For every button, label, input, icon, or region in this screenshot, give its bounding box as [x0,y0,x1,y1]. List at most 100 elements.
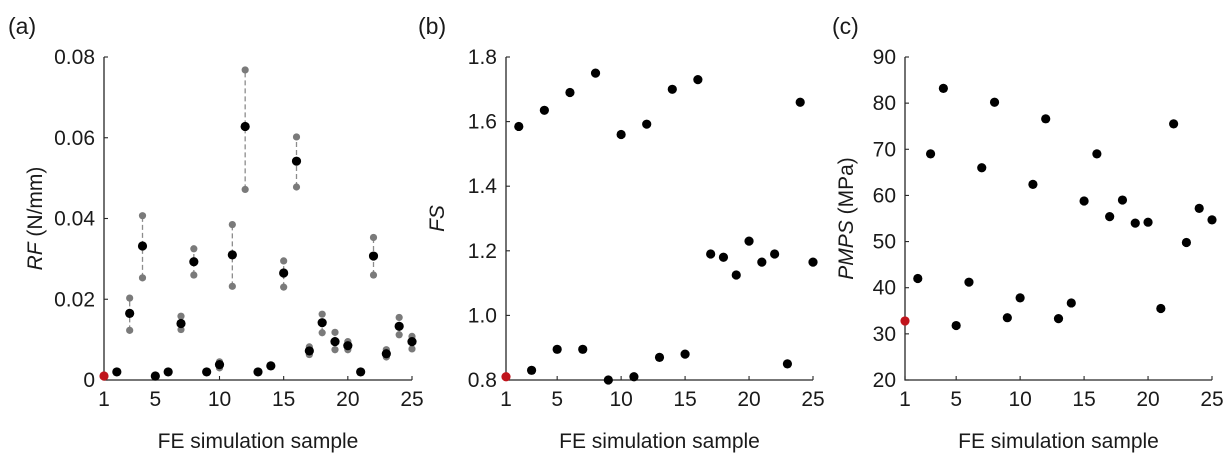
x-tick-label: 15 [272,388,295,411]
data-point [1002,313,1012,323]
y-tick-label: 80 [873,92,896,115]
y-axis-label-units: (N/mm) [24,167,47,243]
data-point [1169,119,1179,129]
x-axis-label: FE simulation sample [559,430,760,453]
lower-bound-point [292,183,301,191]
data-point [590,68,601,78]
x-tick-label: 25 [400,388,423,411]
axis-lines [103,57,412,381]
data-point [795,97,805,107]
lower-bound-point [408,345,416,353]
data-point [964,277,974,287]
data-point [176,318,186,329]
data-point [706,249,716,259]
data-point [654,352,665,362]
data-point [514,121,524,132]
data-point [1105,212,1115,222]
x-tick-label: 1 [98,388,110,411]
y-axis-label-variable: FS [426,205,449,232]
y-tick-label: 1.0 [468,304,497,327]
lower-bound-point [369,271,378,279]
data-point [1079,196,1089,206]
baseline-point [501,372,511,382]
data-point [925,149,936,159]
lower-bound-point [138,274,147,282]
data-point [782,359,793,369]
data-point [1092,149,1102,159]
lower-bound-point [190,271,198,279]
data-point [1117,195,1128,205]
x-tick-label: 5 [149,388,161,411]
data-point [1207,215,1217,225]
y-tick-label: 1.6 [468,111,497,134]
y-tick-label: 40 [873,277,896,300]
x-tick-label: 5 [551,388,563,411]
lower-bound-point [395,331,403,339]
upper-bound-point [369,233,378,242]
data-point [744,236,754,246]
data-point [603,375,613,385]
chart-panel-1: 1 5 10 15 20 250.81.01.21.41.61.8FE simulatio… [418,13,825,453]
x-tick-label: 1 [500,388,512,411]
data-point [578,344,588,354]
upper-bound-point [318,310,326,318]
lower-bound-point [318,329,326,337]
upper-bound-point [331,328,339,336]
x-tick-label: 5 [950,388,962,411]
data-point [693,75,703,85]
data-point [317,318,327,328]
data-point [330,337,340,347]
upper-bound-point [126,294,134,302]
y-tick-label: 60 [873,184,896,207]
panel-label: (b) [418,13,446,39]
data-point [552,344,562,354]
data-point [1156,303,1166,314]
x-tick-label: 10 [1008,388,1031,411]
data-point [189,257,199,267]
y-tick-label: 0.06 [54,127,95,150]
data-point [629,372,639,382]
data-point [731,270,741,280]
data-point [112,367,122,377]
lower-bound-point [177,325,185,334]
lower-bound-point [228,282,236,290]
upper-bound-point [395,313,403,322]
data-point [989,97,1000,107]
upper-bound-point [280,257,288,265]
y-axis-label-variable: RF [24,241,47,270]
x-tick-label: 25 [801,388,824,411]
data-point [343,341,353,351]
lower-bound-point [280,283,288,291]
y-axis-label-units: (MPa) [835,157,858,220]
y-axis-label: FS [426,205,449,232]
data-point [381,349,391,359]
data-point [526,365,537,375]
data-point [938,83,948,93]
data-point [227,250,237,260]
upper-bound-point [138,212,147,220]
x-tick-label: 25 [1200,388,1223,411]
panel-label: (a) [8,13,36,39]
upper-bound-point [292,133,301,141]
data-point [137,241,148,251]
data-point [757,257,767,267]
x-axis-label: FE simulation sample [958,430,1159,453]
data-point [718,252,729,262]
y-axis-label: RF (N/mm) [24,167,47,271]
data-point [266,361,276,371]
lower-bound-point [331,346,339,354]
axis-lines [505,57,813,381]
y-tick-label: 30 [873,323,896,346]
y-tick-label: 50 [873,231,896,254]
x-tick-label: 20 [1136,388,1159,411]
data-point [977,163,987,173]
data-point [1066,298,1076,308]
data-point [394,321,404,331]
lower-bound-point [241,185,249,194]
data-point [1143,217,1153,227]
data-point [163,367,173,377]
data-point [1053,314,1064,324]
y-tick-label: 1.4 [468,175,498,198]
